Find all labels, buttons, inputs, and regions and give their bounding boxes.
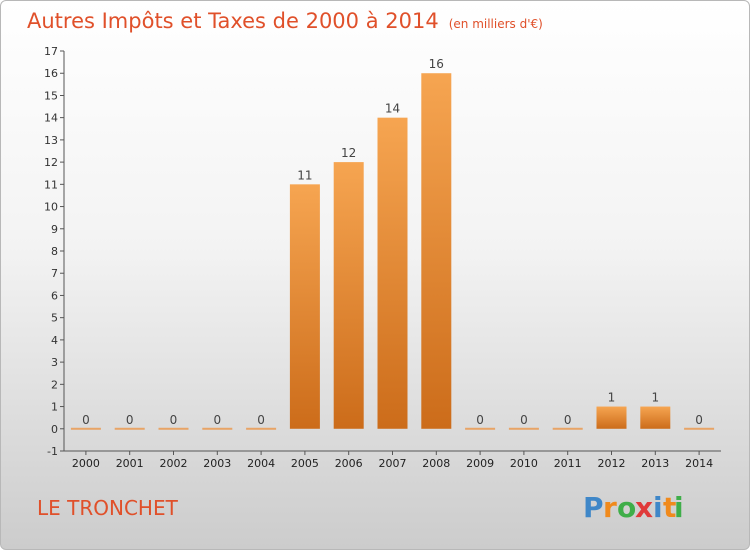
x-tick-label-2013: 2013 xyxy=(641,457,669,470)
bar-2004 xyxy=(246,427,277,430)
data-label-2014: 0 xyxy=(695,413,703,427)
x-tick-label-2006: 2006 xyxy=(335,457,363,470)
x-tick-label-2011: 2011 xyxy=(554,457,582,470)
y-tick-label: 7 xyxy=(51,267,58,280)
y-tick-label: 8 xyxy=(51,245,58,258)
data-label-2005: 11 xyxy=(297,168,312,182)
data-label-2003: 0 xyxy=(213,413,221,427)
y-tick-label: 4 xyxy=(51,334,58,347)
bar-2007 xyxy=(377,117,408,429)
data-label-2004: 0 xyxy=(257,413,265,427)
x-tick-label-2007: 2007 xyxy=(379,457,407,470)
y-tick-label: 0 xyxy=(51,423,58,436)
bar-2011 xyxy=(552,427,583,430)
y-tick-label: 3 xyxy=(51,356,58,369)
data-label-2009: 0 xyxy=(476,413,484,427)
y-tick-label: 17 xyxy=(44,45,58,58)
x-tick-label-2009: 2009 xyxy=(466,457,494,470)
data-label-2006: 12 xyxy=(341,146,356,160)
data-label-2013: 1 xyxy=(651,391,659,405)
bar-2014 xyxy=(684,427,715,430)
logo-letter: P xyxy=(583,491,604,524)
data-label-2007: 14 xyxy=(385,102,400,116)
data-label-2011: 0 xyxy=(564,413,572,427)
data-label-2010: 0 xyxy=(520,413,528,427)
plot-area: -101234567891011121314151617020000200102… xyxy=(44,45,721,470)
bar-2013 xyxy=(640,406,671,429)
place-label: LE TRONCHET xyxy=(37,496,179,520)
logo-letter: x xyxy=(635,491,653,524)
y-tick-label: 11 xyxy=(44,178,58,191)
y-tick-label: 15 xyxy=(44,89,58,102)
bar-2010 xyxy=(508,427,539,430)
chart-title: Autres Impôts et Taxes de 2000 à 2014 xyxy=(27,9,439,33)
bar-2000 xyxy=(70,427,101,430)
logo-letter: i xyxy=(674,491,684,524)
y-tick-label: 6 xyxy=(51,289,58,302)
chart-subtitle: (en milliers d'€) xyxy=(449,17,543,31)
x-tick-label-2005: 2005 xyxy=(291,457,319,470)
y-tick-label: 10 xyxy=(44,201,58,214)
y-tick-label: 5 xyxy=(51,312,58,325)
logo-letter: o xyxy=(617,491,636,524)
bar-2006 xyxy=(333,162,364,429)
data-label-2001: 0 xyxy=(126,413,134,427)
bar-2008 xyxy=(421,73,452,429)
bar-2003 xyxy=(202,427,233,430)
y-tick-label: 13 xyxy=(44,134,58,147)
x-tick-label-2000: 2000 xyxy=(72,457,100,470)
y-tick-label: 2 xyxy=(51,378,58,391)
bar-2009 xyxy=(465,427,496,430)
x-tick-label-2008: 2008 xyxy=(422,457,450,470)
x-tick-label-2002: 2002 xyxy=(160,457,188,470)
data-label-2002: 0 xyxy=(170,413,178,427)
x-tick-label-2010: 2010 xyxy=(510,457,538,470)
data-label-2012: 1 xyxy=(608,391,616,405)
data-label-2000: 0 xyxy=(82,413,90,427)
bar-2012 xyxy=(596,406,627,429)
y-tick-label: 16 xyxy=(44,67,58,80)
y-tick-label: 12 xyxy=(44,156,58,169)
logo-letter: r xyxy=(603,491,617,524)
x-tick-label-2014: 2014 xyxy=(685,457,713,470)
bar-2005 xyxy=(289,184,320,429)
y-tick-label: -1 xyxy=(47,445,58,458)
logo-letter: t xyxy=(663,491,676,524)
bar-2001 xyxy=(114,427,145,430)
x-tick-label-2003: 2003 xyxy=(203,457,231,470)
x-tick-label-2001: 2001 xyxy=(116,457,144,470)
bar-2002 xyxy=(158,427,189,430)
y-tick-label: 14 xyxy=(44,112,58,125)
y-tick-label: 9 xyxy=(51,223,58,236)
x-tick-label-2012: 2012 xyxy=(598,457,626,470)
y-tick-label: 1 xyxy=(51,401,58,414)
logo-letter: i xyxy=(653,491,663,524)
data-label-2008: 16 xyxy=(429,57,444,71)
x-tick-label-2004: 2004 xyxy=(247,457,275,470)
